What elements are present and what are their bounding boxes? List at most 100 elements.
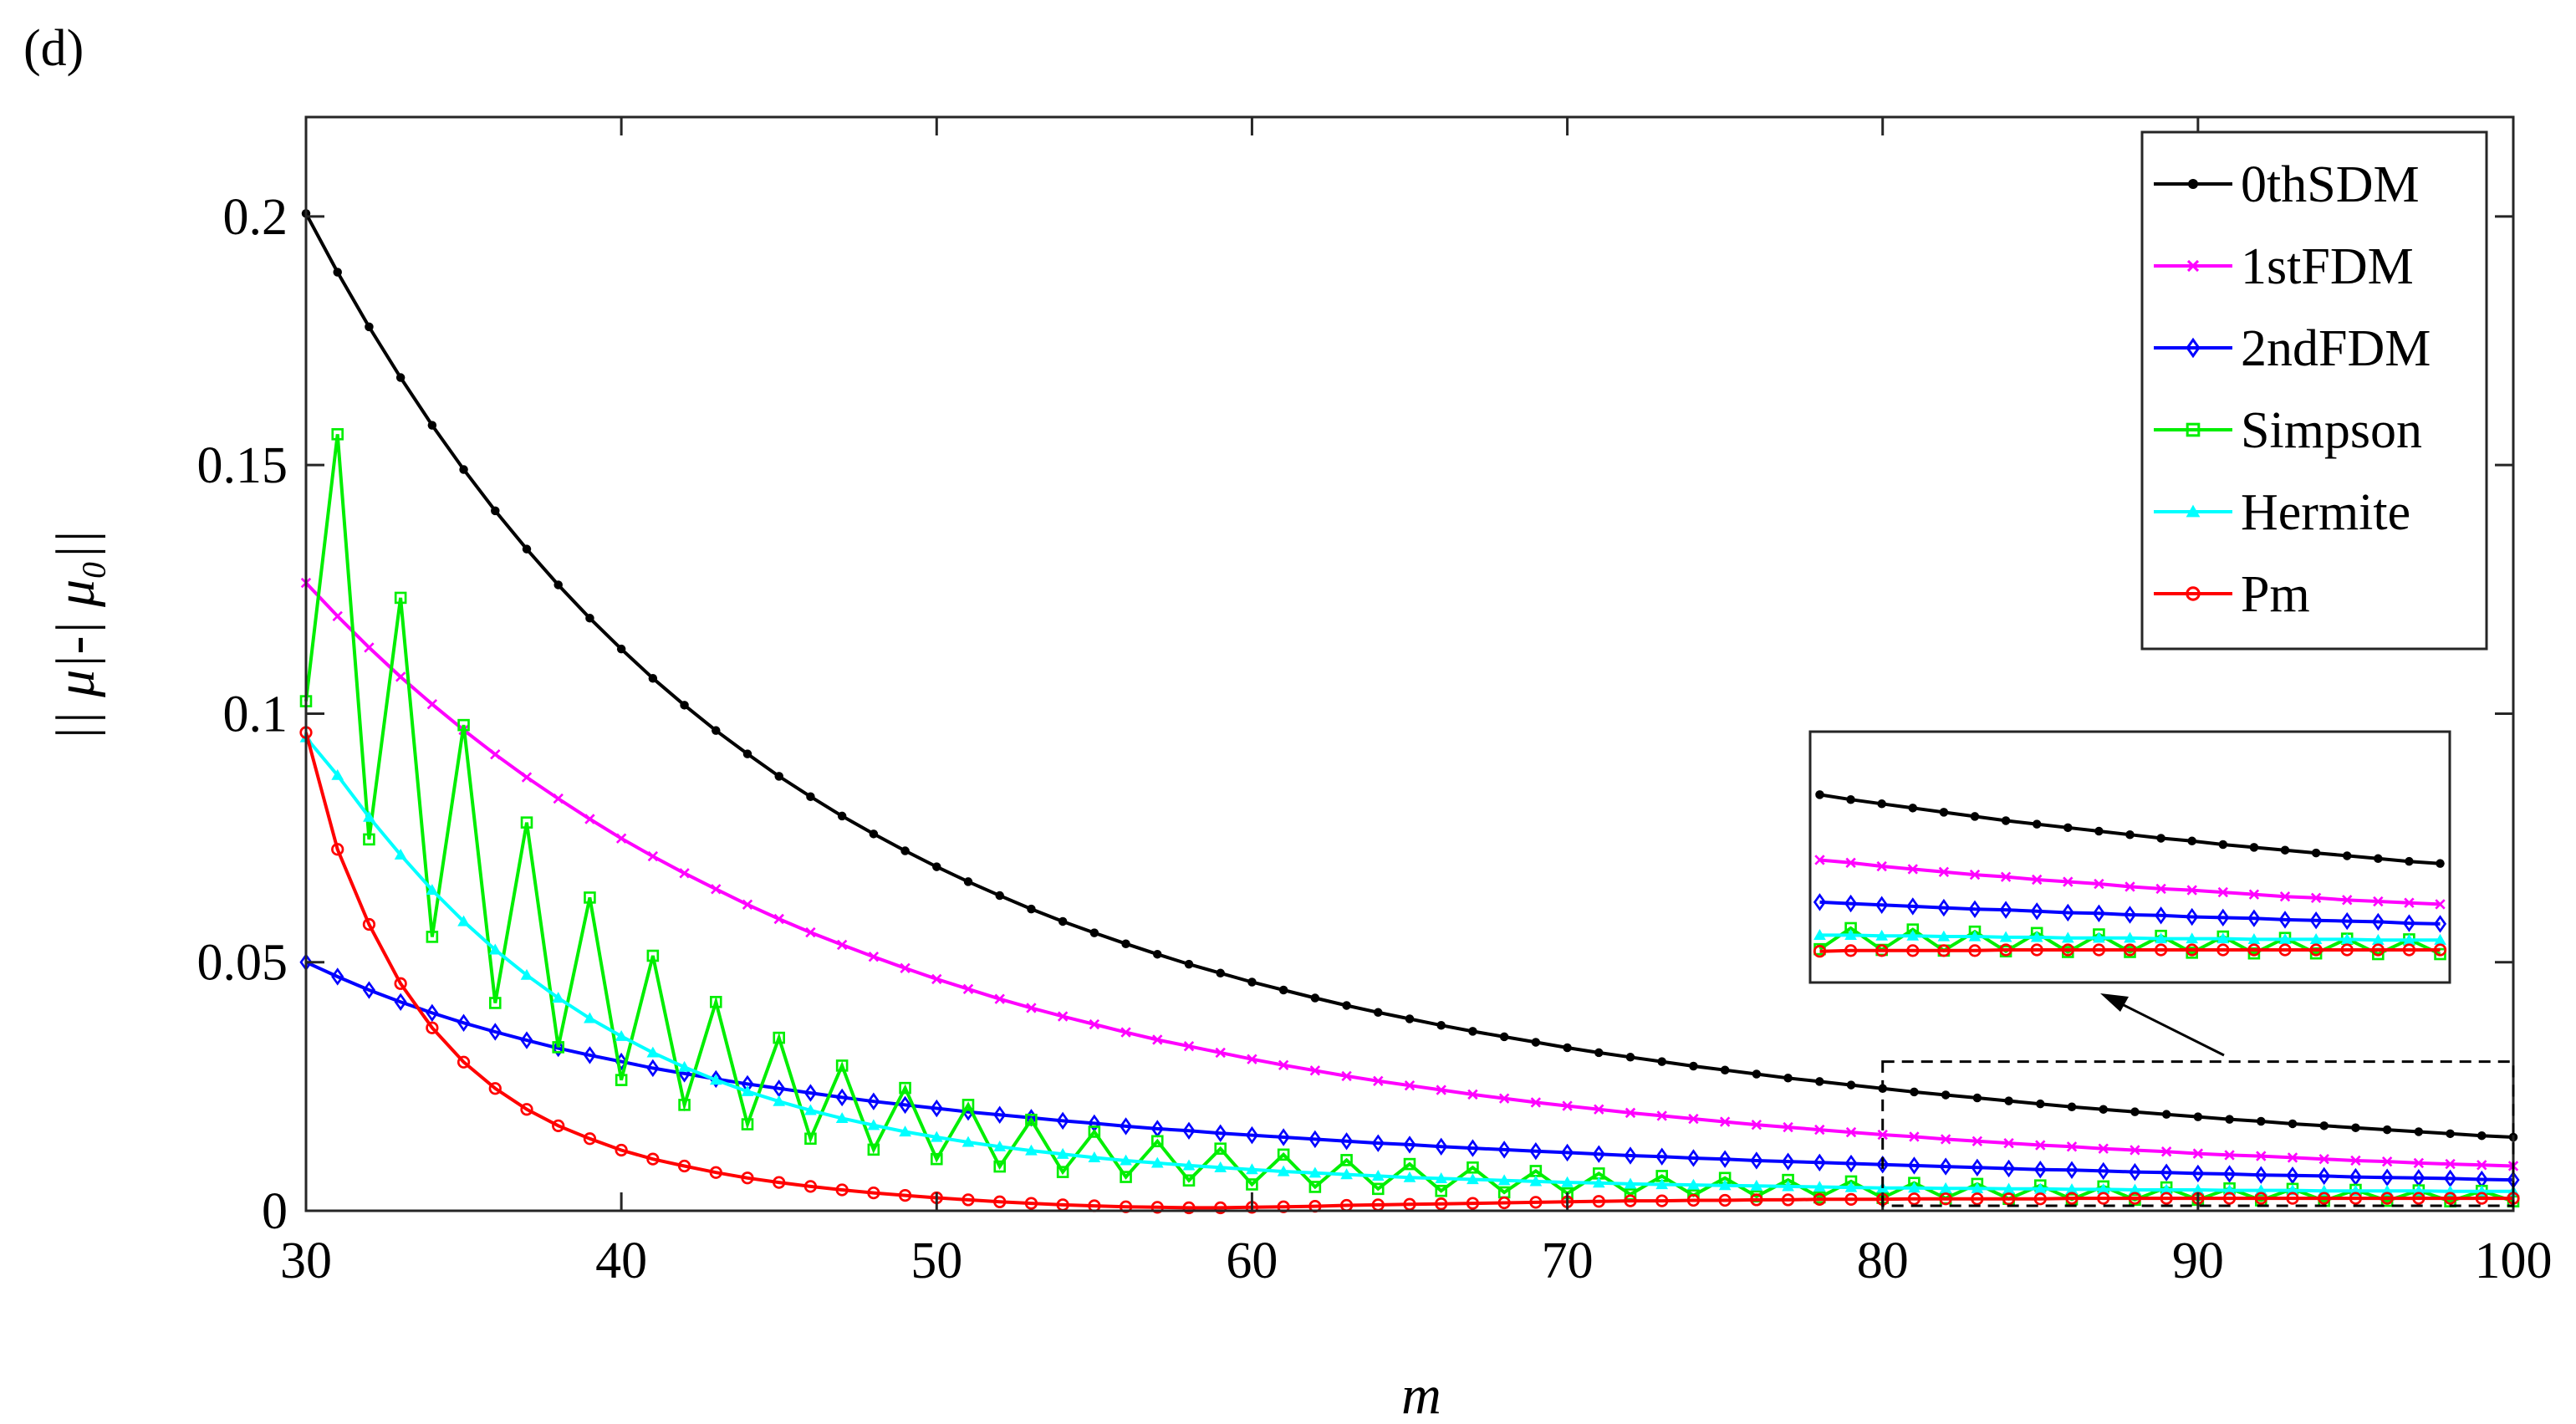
data-point — [584, 814, 595, 824]
data-point — [1592, 1176, 1605, 1188]
inset-data-point — [1999, 943, 2012, 957]
inset-data-point — [1845, 857, 1856, 869]
series-2ndfdm — [299, 953, 2520, 1189]
data-point — [867, 1092, 880, 1110]
data-point — [1560, 1143, 1574, 1162]
inset-data-point — [2435, 899, 2446, 910]
data-point — [1939, 1182, 1952, 1193]
data-point — [2002, 1192, 2016, 1206]
data-point — [1024, 1197, 1038, 1210]
y-axis-label: || μ|-| μ₀|| — [45, 529, 106, 741]
inset-data-point — [2433, 915, 2447, 933]
data-point — [741, 1118, 754, 1131]
inset-data-point — [2436, 859, 2445, 868]
data-point — [1308, 1130, 1322, 1149]
data-point — [712, 726, 721, 735]
data-point — [1592, 1195, 1605, 1208]
data-point — [1150, 1201, 1164, 1214]
inset-data-point — [1877, 799, 1886, 809]
data-point — [1403, 1157, 1416, 1171]
inset-data-point — [2404, 897, 2415, 908]
data-point — [2222, 1192, 2237, 1205]
data-point — [2350, 1155, 2361, 1166]
inset-data-point — [1999, 901, 2012, 919]
data-point — [1657, 1057, 1666, 1066]
inset-data-point — [2340, 933, 2354, 944]
data-point — [522, 544, 532, 554]
data-point — [1782, 1180, 1794, 1192]
data-point — [804, 1104, 817, 1115]
inset-data-point — [2371, 943, 2385, 957]
data-point — [394, 591, 407, 605]
data-point — [2003, 1137, 2014, 1149]
data-point — [805, 926, 816, 938]
data-point — [552, 1119, 565, 1132]
inset-data-point — [2279, 891, 2291, 902]
data-point — [962, 1193, 975, 1207]
data-point — [1056, 1166, 1069, 1178]
data-point — [1972, 1136, 1983, 1146]
data-point — [2318, 1192, 2331, 1205]
data-point — [1497, 1141, 1511, 1159]
data-point — [1466, 1139, 1480, 1157]
data-point — [1435, 1137, 1448, 1156]
data-point — [1844, 1192, 1858, 1206]
data-point — [1277, 1128, 1290, 1146]
inset-data-point — [2030, 902, 2043, 921]
series-0thsdm — [301, 209, 2518, 1142]
data-point — [1910, 1087, 1919, 1097]
inset-data-point — [2310, 892, 2322, 904]
inset-data-point — [2124, 931, 2136, 943]
data-point — [930, 1099, 943, 1118]
data-point — [1025, 1113, 1038, 1126]
inset-data-point — [2092, 904, 2105, 923]
data-point — [1876, 1156, 1890, 1174]
data-point — [1405, 1014, 1415, 1023]
data-point — [1056, 1147, 1069, 1159]
data-point — [520, 1031, 533, 1049]
data-point — [1531, 1038, 1541, 1047]
data-point — [1342, 1001, 1351, 1010]
legend-entry-1stfdm: 1stFDM — [2154, 238, 2414, 295]
data-point — [1182, 1174, 1196, 1187]
data-point — [1183, 1041, 1195, 1052]
data-point — [1846, 1080, 1856, 1090]
inset-data-point — [2063, 823, 2073, 833]
inset-data-point — [2311, 848, 2321, 858]
inset-data-point — [1906, 897, 1920, 916]
data-point — [1625, 1053, 1635, 1062]
data-point — [1781, 1193, 1795, 1207]
data-point — [2254, 1166, 2267, 1184]
data-point — [709, 1069, 722, 1089]
legend-marker — [2188, 179, 2198, 189]
inset-data-point — [1938, 866, 1950, 877]
inset-data-point — [2371, 912, 2385, 931]
inset-data-point — [2248, 889, 2260, 900]
inset-data-point — [2247, 909, 2261, 927]
data-point — [2413, 1157, 2425, 1169]
inset-data-point — [1939, 808, 1949, 817]
y-tick-label: 0.1 — [223, 686, 288, 743]
data-point — [1120, 1027, 1131, 1038]
data-point — [1687, 1178, 1700, 1190]
inset-series-1stfdm — [1814, 855, 2446, 910]
data-point — [2193, 1112, 2203, 1121]
data-point — [742, 749, 752, 758]
data-point — [1563, 1043, 1572, 1053]
data-point — [2445, 1158, 2456, 1170]
data-point — [2004, 1096, 2013, 1105]
data-point — [2382, 1125, 2392, 1135]
data-point — [2191, 1183, 2205, 1195]
data-point — [1215, 1047, 1226, 1059]
x-tick-label: 60 — [1226, 1233, 1278, 1289]
inset-series-hermite — [1813, 929, 2446, 945]
data-point — [1909, 1131, 1920, 1142]
data-point — [1971, 1158, 1984, 1176]
inset-data-point — [1906, 944, 1920, 957]
data-point — [1972, 1093, 1982, 1103]
data-point — [426, 931, 439, 943]
inset-data-point — [2217, 886, 2229, 898]
data-point — [1027, 904, 1036, 914]
data-point — [1529, 1175, 1543, 1187]
inset-data-point — [2155, 932, 2167, 944]
